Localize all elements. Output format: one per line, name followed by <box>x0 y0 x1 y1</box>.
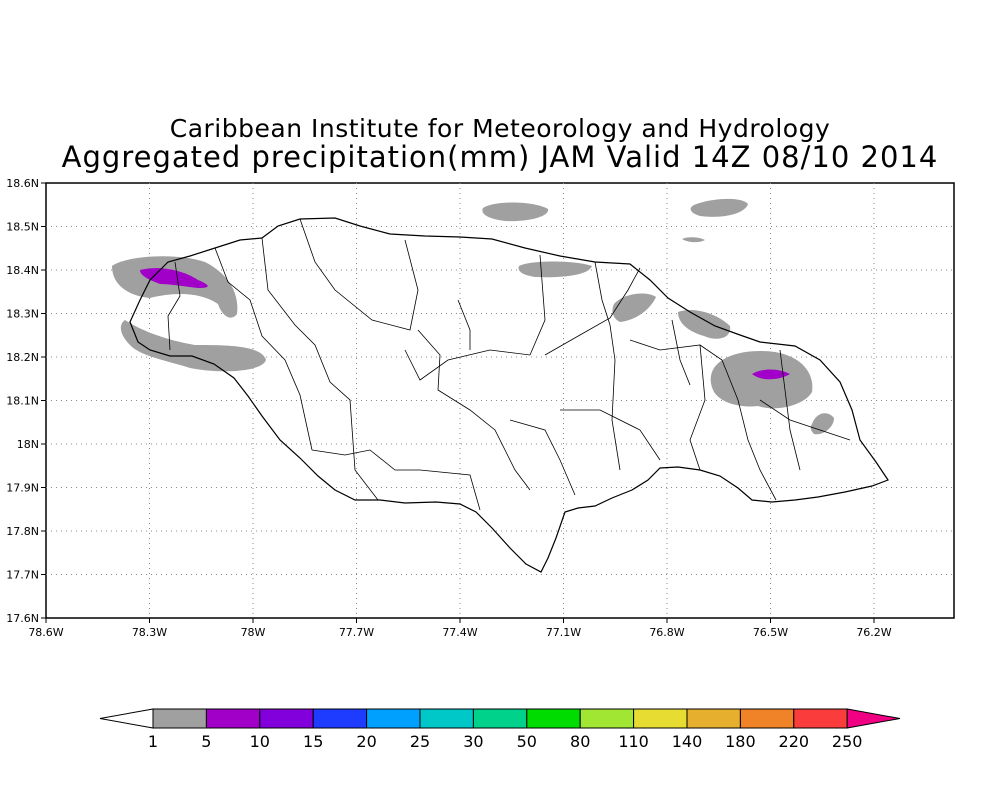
x-tick-label: 77.1W <box>546 626 581 639</box>
x-tick-label: 76.5W <box>753 626 788 639</box>
precip-area <box>120 320 266 372</box>
precip-shading <box>112 198 834 435</box>
colorbar-label: 80 <box>570 732 590 751</box>
colorbar-label: 220 <box>779 732 810 751</box>
colorbar-label: 140 <box>672 732 703 751</box>
colorbar-segment <box>419 708 474 729</box>
colorbar-segment <box>259 708 314 729</box>
colorbar-label: 15 <box>303 732 323 751</box>
precip-area <box>710 350 813 409</box>
colorbar-label: 250 <box>832 732 863 751</box>
x-axis-ticks: 78.6W 78.3W 78W 77.7W 77.4W 77.1W 76.8W 76.5W 76… <box>28 618 892 639</box>
y-tick-label: 18N <box>17 438 39 451</box>
precip-area <box>682 237 705 243</box>
parish-boundaries <box>167 218 851 511</box>
colorbar: 1 5 10 15 20 25 30 50 80 110 140 180 220 250 <box>99 708 901 751</box>
colorbar-segment <box>526 708 581 729</box>
precip-area <box>482 202 549 222</box>
colorbar-segment <box>312 708 368 729</box>
precip-area <box>690 198 748 217</box>
y-tick-label: 18.2N <box>6 351 39 364</box>
y-tick-label: 18.3N <box>6 308 39 321</box>
x-tick-label: 77.7W <box>339 626 374 639</box>
y-axis-ticks: 17.6N 17.7N 17.8N 17.9N 18N 18.1N 18.2N 18.3N 18… <box>6 177 46 625</box>
colorbar-under-arrow <box>99 708 154 729</box>
x-tick-label: 78.3W <box>132 626 167 639</box>
x-tick-label: 76.2W <box>856 626 891 639</box>
x-tick-label: 78W <box>241 626 266 639</box>
precip-area <box>518 261 592 278</box>
colorbar-over-arrow <box>846 708 901 729</box>
y-tick-label: 17.7N <box>6 569 39 582</box>
colorbar-segment <box>366 708 421 729</box>
colorbar-segment <box>633 708 688 729</box>
colorbar-segment <box>205 708 261 729</box>
title-line-2: Aggregated precipitation(mm) JAM Valid 1… <box>61 140 939 174</box>
colorbar-segment <box>152 708 207 729</box>
x-tick-label: 77.4W <box>442 626 477 639</box>
map-frame <box>45 182 955 619</box>
colorbar-label: 180 <box>725 732 756 751</box>
colorbar-label: 25 <box>410 732 430 751</box>
colorbar-segment <box>579 708 635 729</box>
precip-area <box>678 309 731 339</box>
colorbar-label: 20 <box>356 732 376 751</box>
y-tick-label: 17.8N <box>6 525 39 538</box>
colorbar-label: 1 <box>148 732 158 751</box>
precip-area <box>612 293 656 322</box>
colorbar-label: 110 <box>618 732 649 751</box>
coastline <box>129 217 889 573</box>
colorbar-label: 10 <box>250 732 270 751</box>
x-tick-label: 78.6W <box>28 626 63 639</box>
colorbar-segment <box>686 708 741 729</box>
colorbar-label: 5 <box>201 732 211 751</box>
y-tick-label: 18.4N <box>6 264 39 277</box>
y-tick-label: 17.6N <box>6 612 39 625</box>
title-line-1: Caribbean Institute for Meteorology and … <box>169 114 831 143</box>
y-tick-label: 18.6N <box>6 177 39 190</box>
y-tick-label: 18.5N <box>6 221 39 234</box>
precip-area <box>752 369 790 380</box>
colorbar-label: 50 <box>517 732 537 751</box>
x-tick-label: 76.8W <box>649 626 684 639</box>
y-tick-label: 18.1N <box>6 395 39 408</box>
colorbar-segment <box>472 708 528 729</box>
colorbar-segment <box>793 708 848 729</box>
colorbar-label: 30 <box>463 732 483 751</box>
colorbar-segment <box>739 708 795 729</box>
y-tick-label: 17.9N <box>6 482 39 495</box>
